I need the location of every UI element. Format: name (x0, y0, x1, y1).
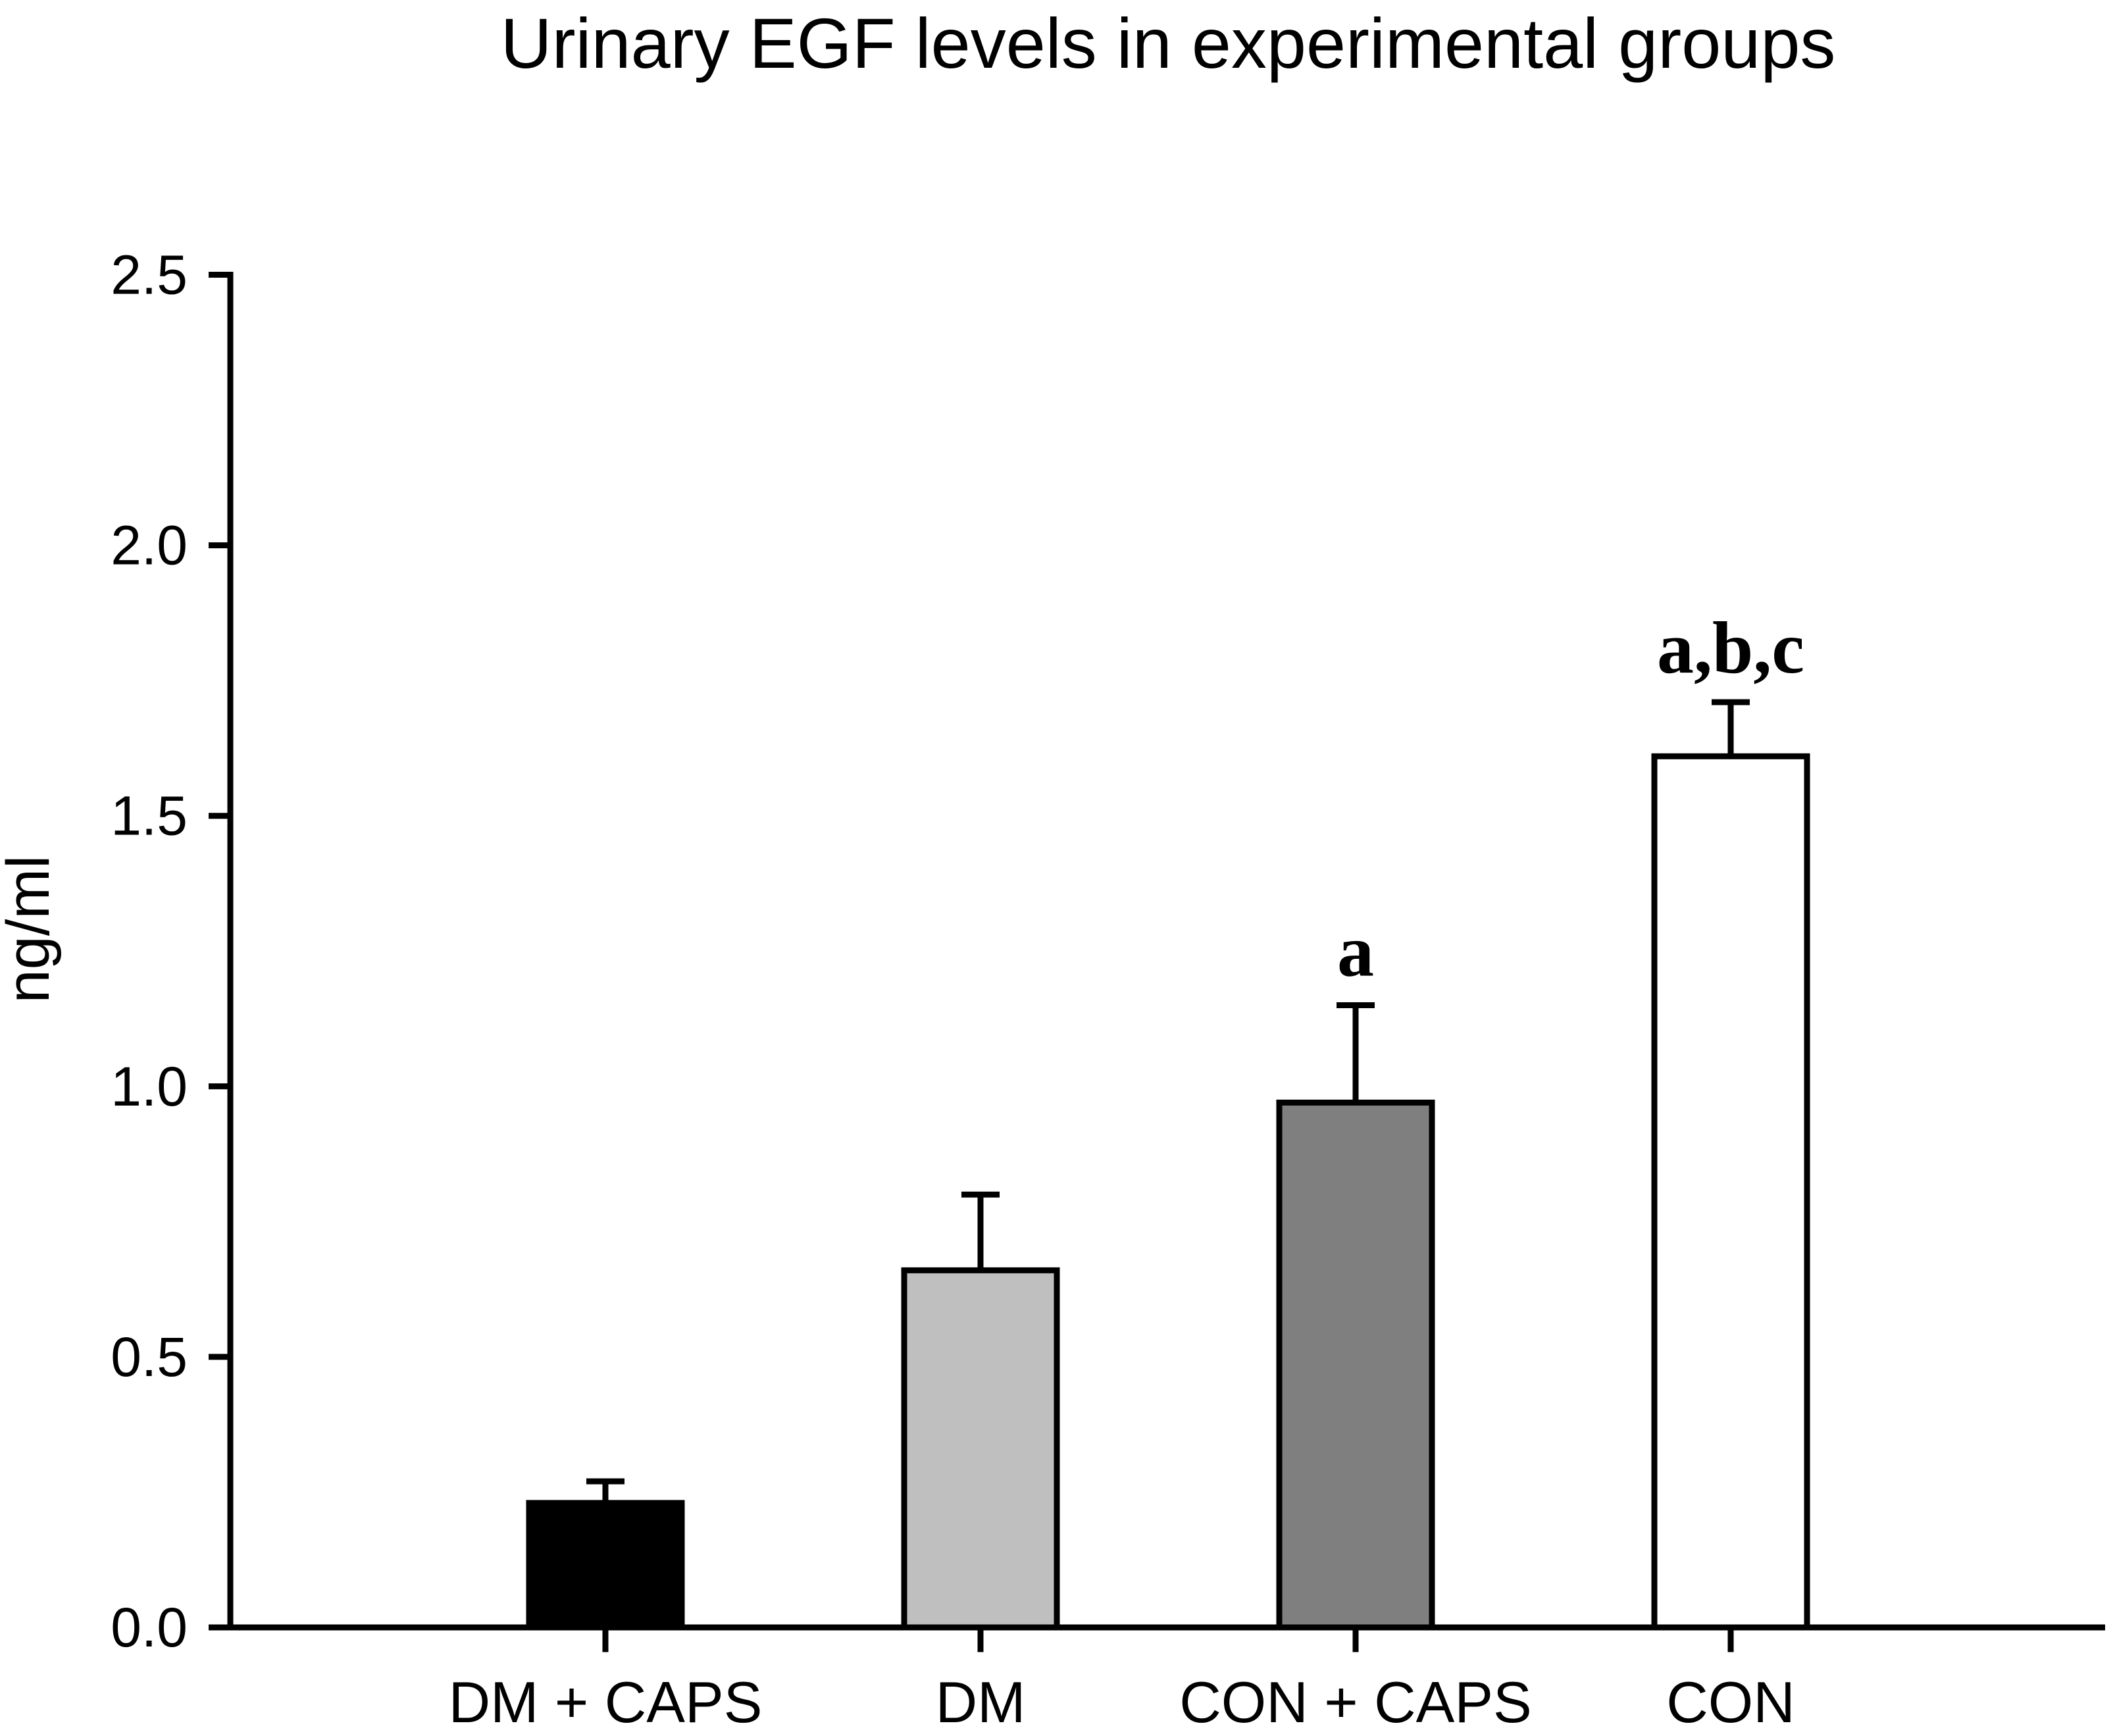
y-tick-label: 2.0 (111, 515, 188, 576)
significance-label: a (1337, 910, 1374, 992)
chart-title: Urinary EGF levels in experimental group… (501, 3, 1836, 83)
x-category-label: DM (936, 1670, 1026, 1735)
y-tick-label: 0.0 (111, 1596, 188, 1658)
x-category-label: DM + CAPS (449, 1670, 763, 1735)
y-tick-label: 0.5 (111, 1326, 188, 1388)
significance-label: a,b,c (1657, 607, 1804, 689)
x-category-label: CON (1666, 1670, 1795, 1735)
bar-con (1651, 753, 1810, 1631)
y-tick-label: 1.0 (111, 1056, 188, 1117)
plot-area: a a,b,c 0.0 0.5 1.0 1.5 2.0 2.5 DM + CAPS DM CON +… (111, 244, 2105, 1735)
x-category-label: CON + CAPS (1179, 1670, 1531, 1735)
bar-dm-caps (526, 1500, 685, 1631)
bar-dm (901, 1267, 1060, 1631)
y-axis-label: ng/ml (0, 855, 62, 1004)
y-tick-label: 1.5 (111, 785, 188, 847)
bar-con-caps (1276, 1099, 1435, 1631)
y-tick-label: 2.5 (111, 244, 188, 306)
